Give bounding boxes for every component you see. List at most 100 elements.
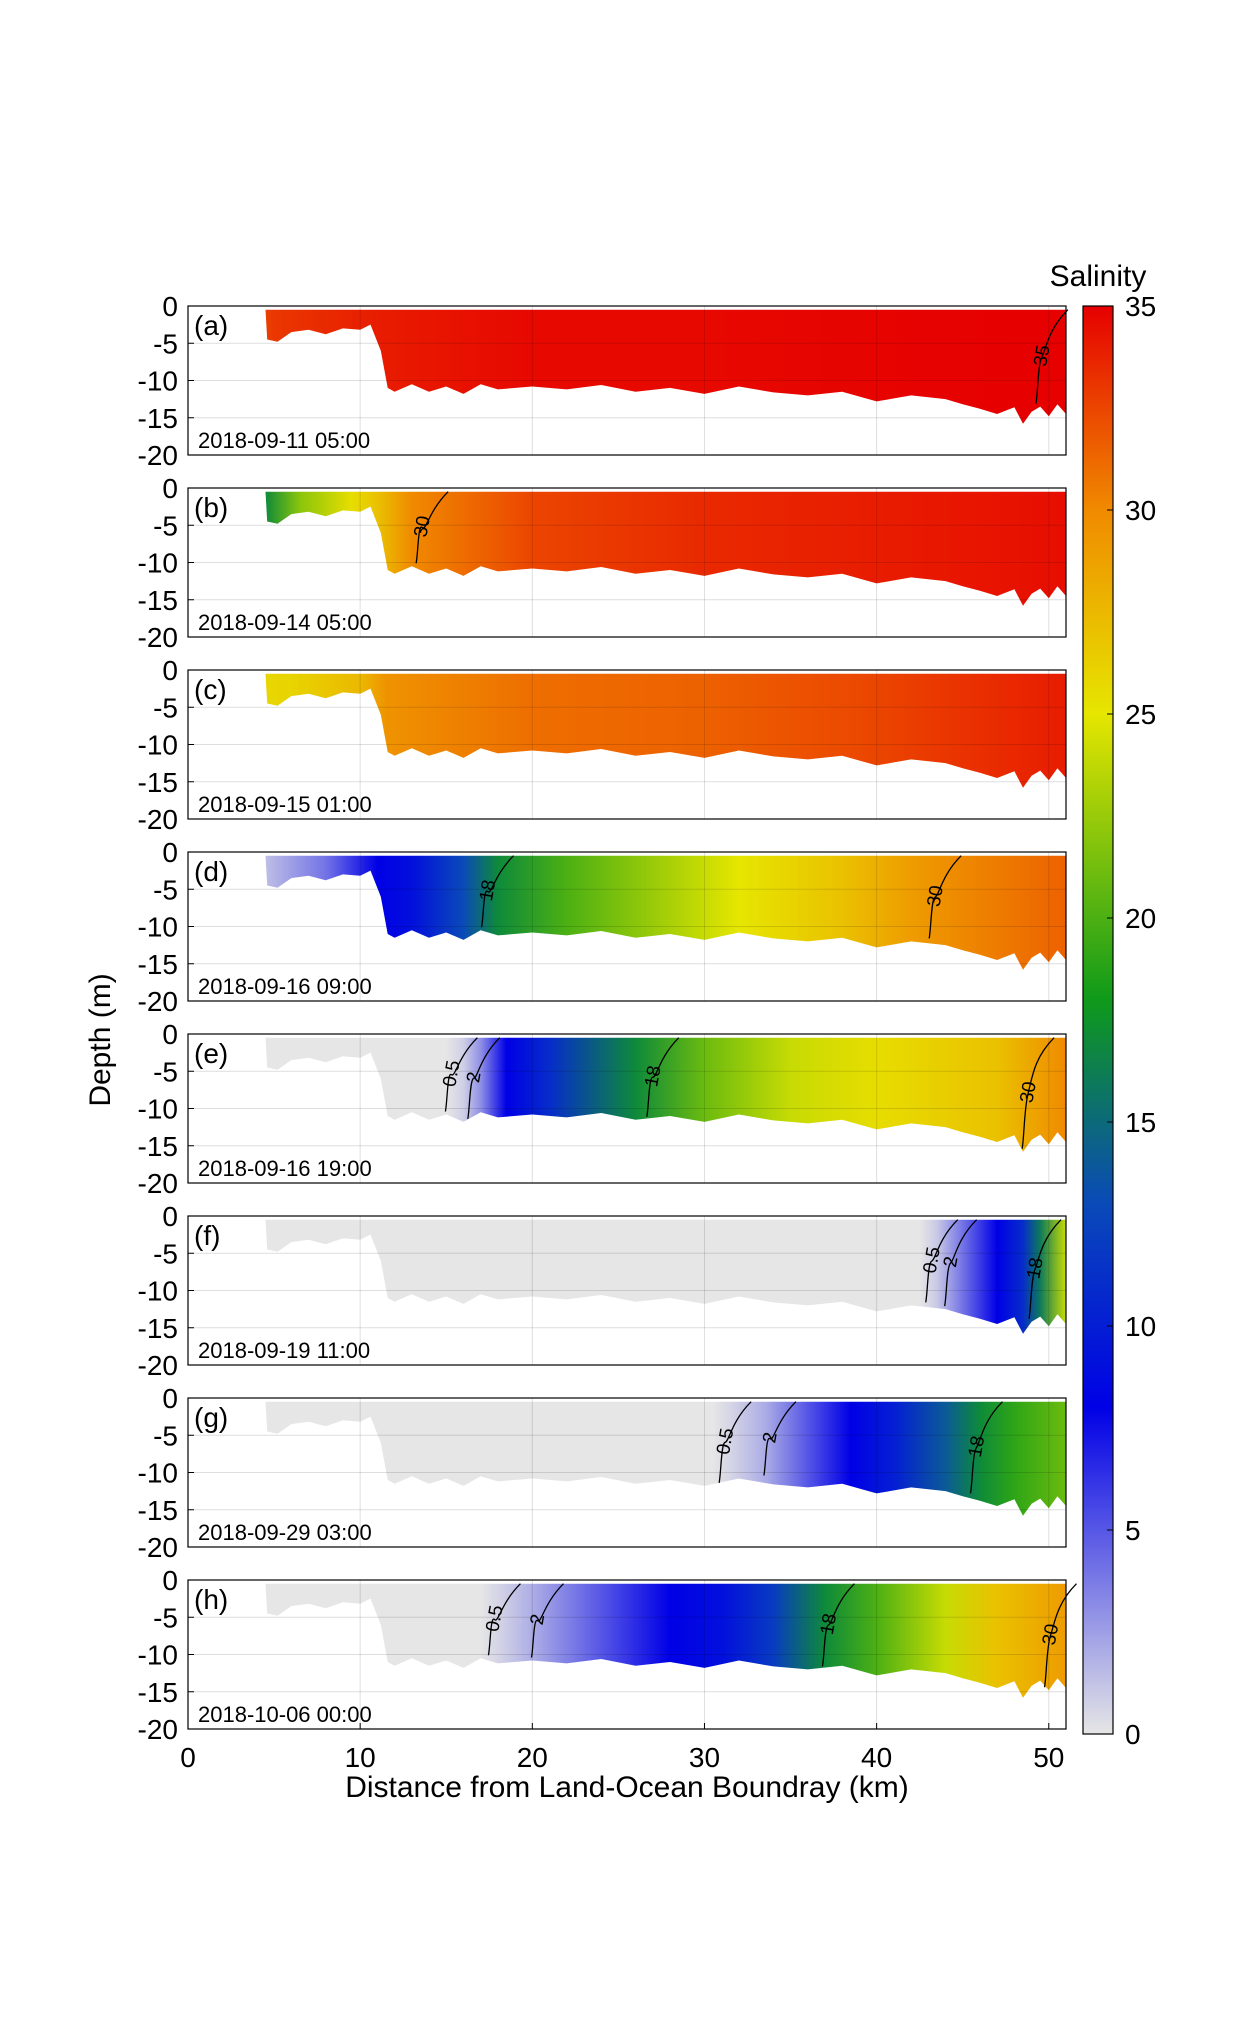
contour-line: [763, 1401, 797, 1476]
y-tick-label: -20: [138, 1714, 178, 1745]
colorbar-label: Salinity: [1050, 260, 1147, 293]
y-tick-label: -15: [138, 1313, 178, 1344]
contour-line: [1021, 1037, 1055, 1149]
panel-a: 35 0 -5 -10 -15 -20 (a) 2018-09-11 05:00: [138, 291, 1069, 471]
panels-group: 35 0 -5 -10 -15 -20 (a) 2018-09-11 05:00 30 0 -5 -1…: [138, 291, 1077, 1773]
contour-label: 0.5: [482, 1604, 507, 1634]
y-tick-label: -20: [138, 1532, 178, 1563]
panel-timestamp: 2018-09-11 05:00: [198, 428, 370, 453]
contour-label: 2: [759, 1431, 782, 1445]
panel-label: (g): [194, 1402, 228, 1433]
y-tick-label: -10: [138, 1276, 178, 1307]
panel-label: (a): [194, 310, 228, 341]
panel-timestamp: 2018-09-16 09:00: [198, 974, 372, 999]
y-tick-label: 0: [162, 1201, 178, 1232]
contour-label: 0.5: [713, 1427, 738, 1457]
y-tick-label: -10: [138, 1458, 178, 1489]
x-tick-label: 50: [1033, 1742, 1064, 1773]
y-tick-label: -5: [153, 510, 178, 541]
panel-f: 0.52 18 0 -5 -10 -15 -20 (f) 2018-09-19 11:00: [138, 1201, 1067, 1381]
contour-label: 18: [965, 1434, 989, 1458]
y-tick-label: -5: [153, 1056, 178, 1087]
contour-label: 30: [1017, 1080, 1041, 1104]
panel-label: (b): [194, 492, 228, 523]
y-tick-label: -15: [138, 403, 178, 434]
contour-label: 35: [1030, 343, 1054, 367]
contour-label: 2: [527, 1613, 550, 1627]
panel-c: 0 -5 -10 -15 -20 (c) 2018-09-15 01:00: [138, 655, 1067, 835]
panel-label: (c): [194, 674, 227, 705]
y-tick-label: -10: [138, 548, 178, 579]
contour-label: 18: [641, 1064, 665, 1088]
y-tick-label: -10: [138, 730, 178, 761]
y-tick-label: -10: [138, 1640, 178, 1671]
x-axis-label: Distance from Land-Ocean Boundray (km): [345, 1771, 909, 1804]
colorbar-tick-label: 15: [1125, 1107, 1156, 1138]
colorbar-tick-label: 0: [1125, 1719, 1141, 1750]
panel-timestamp: 2018-09-19 11:00: [198, 1338, 370, 1363]
y-tick-label: -15: [138, 1131, 178, 1162]
contour-line: [718, 1401, 752, 1484]
y-tick-label: -15: [138, 1677, 178, 1708]
contour-label: 18: [817, 1612, 841, 1636]
colorbar-tick-label: 25: [1125, 699, 1156, 730]
colorbar-tick-label: 10: [1125, 1311, 1156, 1342]
contour-line: [1028, 1219, 1062, 1319]
salinity-field: [188, 673, 1066, 788]
contour-label: 18: [476, 878, 500, 902]
contour-line: [444, 1037, 478, 1112]
y-tick-label: -20: [138, 1350, 178, 1381]
panel-timestamp: 2018-09-29 03:00: [198, 1520, 372, 1545]
salinity-field: [188, 855, 1066, 970]
panel-e: 0.52 18 30 0 -5 -10 -15 -20 (e) 2018-09-16 19:00: [138, 1019, 1067, 1199]
contour-line: [928, 855, 962, 939]
y-tick-label: -10: [138, 1094, 178, 1125]
y-axis-label: Depth (m): [84, 973, 117, 1106]
y-tick-label: 0: [162, 1565, 178, 1596]
y-tick-label: -15: [138, 1495, 178, 1526]
y-tick-label: 0: [162, 473, 178, 504]
y-tick-label: -5: [153, 1238, 178, 1269]
y-tick-label: -15: [138, 949, 178, 980]
y-tick-label: -20: [138, 804, 178, 835]
contour-line: [1035, 309, 1069, 404]
y-tick-label: -10: [138, 912, 178, 943]
salinity-field: [188, 1219, 1066, 1334]
contour-label: 30: [924, 884, 948, 908]
colorbar: 35 30 25 20 15 10 5 0 Salinity: [1050, 260, 1157, 1750]
x-tick-label: 0: [180, 1742, 196, 1773]
salinity-field: [188, 309, 1066, 424]
contour-line: [969, 1401, 1003, 1494]
salinity-field: [188, 1401, 1066, 1516]
contour-line: [467, 1037, 501, 1120]
y-tick-label: -20: [138, 622, 178, 653]
panel-d: 18 30 0 -5 -10 -15 -20 (d) 2018-09-16 09:00: [138, 837, 1067, 1017]
panel-timestamp: 2018-09-14 05:00: [198, 610, 372, 635]
contour-line: [530, 1583, 564, 1658]
y-tick-label: 0: [162, 291, 178, 322]
panel-timestamp: 2018-09-16 19:00: [198, 1156, 372, 1181]
y-tick-label: -5: [153, 692, 178, 723]
salinity-field: [188, 1037, 1066, 1152]
salinity-field: [188, 1583, 1066, 1698]
x-tick-label: 10: [345, 1742, 376, 1773]
contour-label: 2: [463, 1070, 486, 1084]
contour-label: 30: [411, 514, 435, 538]
contour-line: [480, 855, 515, 928]
contour-line: [487, 1583, 521, 1656]
colorbar-tick-label: 35: [1125, 291, 1156, 322]
y-tick-label: -5: [153, 874, 178, 905]
contour-line: [1043, 1583, 1077, 1688]
y-tick-label: -15: [138, 767, 178, 798]
y-tick-label: -5: [153, 1420, 178, 1451]
contour-label: 30: [1039, 1622, 1063, 1646]
contour-line: [415, 491, 449, 564]
y-tick-label: 0: [162, 1383, 178, 1414]
contour-line: [925, 1219, 959, 1303]
y-tick-label: 0: [162, 837, 178, 868]
contour-label: 2: [940, 1255, 963, 1269]
y-tick-label: -20: [138, 986, 178, 1017]
contour-line: [646, 1037, 680, 1117]
panel-b: 30 0 -5 -10 -15 -20 (b) 2018-09-14 05:00: [138, 473, 1067, 653]
